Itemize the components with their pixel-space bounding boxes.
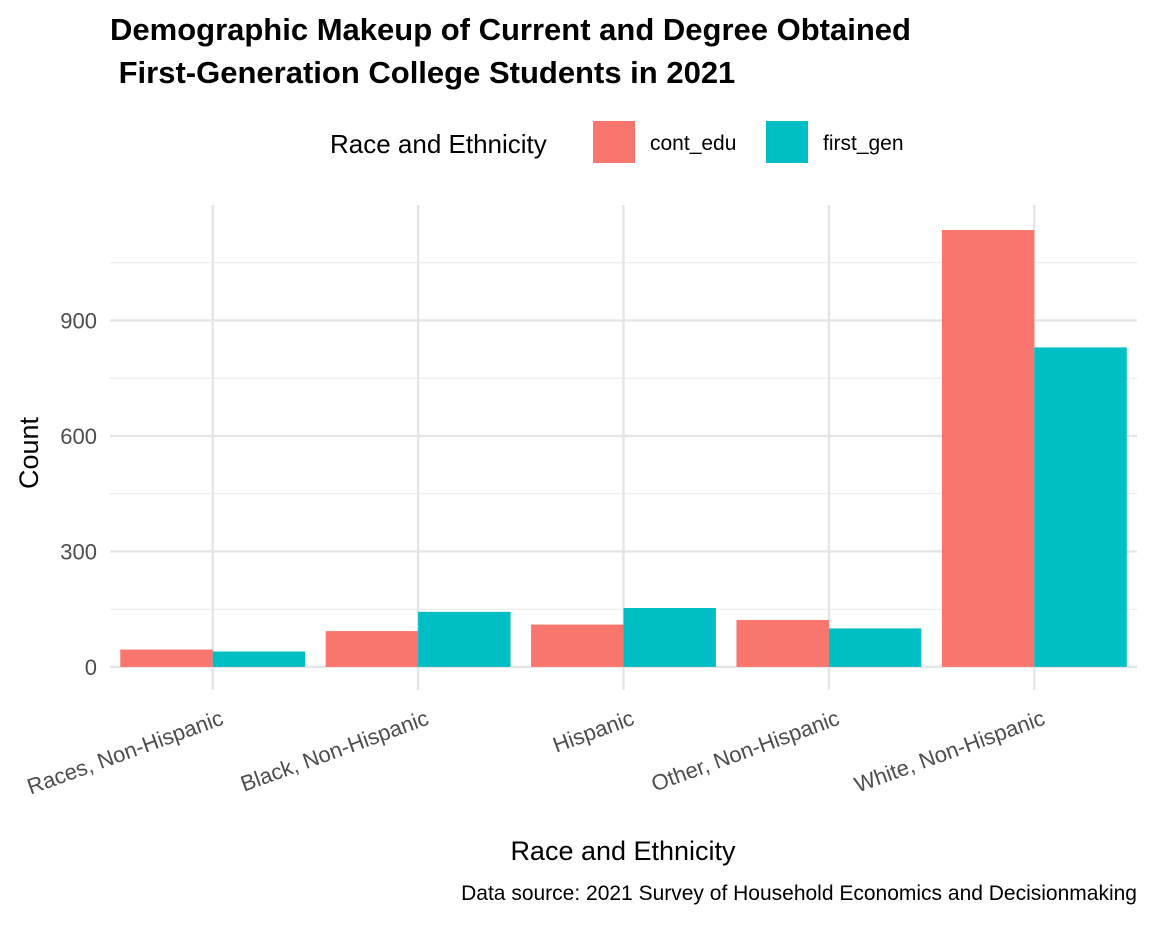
bar-first-gen [418,611,511,667]
y-tick-label: 300 [60,539,97,564]
x-tick-label: Hispanic [549,705,637,757]
bar-cont-edu [120,649,213,667]
bar-first-gen [828,628,922,667]
legend-label-cont-edu: cont_edu [650,132,736,155]
bar-cont-edu [325,631,419,667]
y-tick-label: 900 [60,308,97,333]
chart-title-line-2: First-Generation College Students in 202… [110,55,735,90]
legend-swatch-cont-edu [593,121,635,163]
bar-cont-edu [736,619,829,667]
bar-first-gen [212,651,306,667]
x-tick-label: Other, Non-Hispanic [648,705,843,796]
legend-swatch-first-gen [766,121,808,163]
bar-cont-edu [531,624,624,667]
chart-caption: Data source: 2021 Survey of Household Ec… [461,882,1137,905]
x-tick-label: White, Non-Hispanic [851,705,1048,797]
legend-title: Race and Ethnicity [330,129,547,159]
x-tick-label: Races, Non-Hispanic [24,705,227,799]
bar-first-gen [1034,347,1127,667]
x-axis-label: Race and Ethnicity [510,836,736,866]
y-tick-label: 600 [60,424,97,449]
bar-first-gen [623,608,716,667]
x-tick-label: Black, Non-Hispanic [237,705,432,796]
bars [120,230,1127,667]
y-tick-label: 0 [85,655,97,680]
x-axis-ticks: Races, Non-Hispanic Black, Non-Hispanic Hi… [24,705,1048,799]
y-axis-ticks: 0 300 600 900 [60,308,97,679]
bar-cont-edu [941,230,1035,667]
y-axis-label: Count [14,416,44,489]
chart-title-line-1: Demographic Makeup of Current and Degree… [110,12,911,47]
legend-label-first-gen: first_gen [823,132,904,155]
